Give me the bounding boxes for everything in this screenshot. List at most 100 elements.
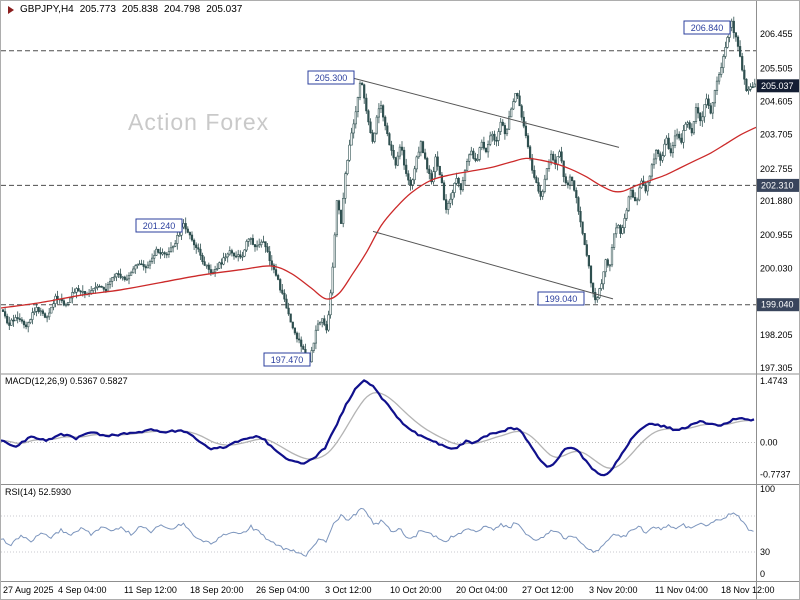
- candle-body: [696, 107, 700, 114]
- candle-body: [182, 223, 185, 228]
- candle-body: [396, 155, 399, 166]
- time-axis-label: 18 Sep 20:00: [190, 585, 244, 595]
- candle-body: [703, 104, 706, 118]
- price-annotation[interactable]: 206.840: [683, 20, 731, 35]
- symbol-marker-icon: [8, 5, 14, 14]
- candle-body: [20, 319, 24, 322]
- candle-body: [96, 285, 99, 288]
- time-axis-label: 4 Sep 04:00: [58, 585, 107, 595]
- candle-body: [12, 319, 15, 322]
- candle-body: [297, 338, 301, 341]
- candle-body: [52, 303, 55, 308]
- close-price-label: 205.037: [206, 4, 243, 15]
- candle-body: [186, 228, 189, 233]
- candle-body: [165, 253, 168, 256]
- price-axis-box-label: 199.040: [761, 300, 794, 310]
- candle-body: [638, 187, 641, 201]
- candle-body: [468, 154, 471, 162]
- candle-body: [285, 298, 288, 309]
- candle-body: [207, 264, 210, 270]
- candle-body: [262, 241, 265, 243]
- macd-main-line: [1, 379, 755, 477]
- candle-body: [463, 170, 467, 181]
- candle-body: [715, 80, 719, 91]
- candle-body: [226, 253, 229, 258]
- candle-body: [738, 46, 742, 57]
- price-axis-box-label: 205.037: [761, 81, 794, 91]
- candle-body: [451, 192, 454, 200]
- candle-body: [148, 261, 152, 266]
- price-annotation[interactable]: 205.300: [307, 70, 355, 85]
- candle-body: [94, 287, 97, 289]
- candle-body: [709, 105, 712, 114]
- price-annotation[interactable]: 201.240: [135, 218, 183, 233]
- candle-body: [281, 289, 284, 294]
- candle-body: [749, 86, 752, 90]
- candle-body: [392, 150, 395, 158]
- rsi-line: [1, 507, 754, 557]
- candle-body: [379, 105, 383, 110]
- candle-body: [413, 168, 416, 181]
- candle-body: [730, 20, 733, 28]
- candle-body: [604, 259, 607, 273]
- candle-body: [562, 160, 565, 177]
- candle-body: [459, 183, 462, 191]
- candle-body: [190, 234, 194, 241]
- rsi-tick-label: 100: [760, 484, 775, 494]
- candle-body: [426, 158, 429, 170]
- candle-body: [216, 268, 219, 270]
- candle-body: [717, 74, 721, 82]
- candle-body: [195, 244, 198, 248]
- candle-body: [531, 157, 534, 171]
- candle-body: [432, 171, 435, 183]
- candle-body: [251, 238, 255, 245]
- candle-body: [610, 247, 614, 266]
- candle-body: [575, 190, 578, 198]
- candle-body: [367, 110, 370, 123]
- watermark-text: Action Forex: [128, 109, 270, 135]
- candle-body: [659, 153, 662, 161]
- price-tick-label: 204.605: [760, 97, 793, 107]
- candle-body: [228, 250, 231, 255]
- time-axis-label: 11 Nov 04:00: [655, 585, 708, 595]
- candle-body: [314, 329, 318, 344]
- candle-body: [600, 283, 603, 289]
- candle-body: [37, 307, 40, 313]
- candle-body: [220, 262, 223, 265]
- candle-body: [585, 244, 588, 256]
- candle-body: [274, 269, 278, 276]
- candle-body: [266, 246, 269, 252]
- candle-body: [720, 67, 723, 75]
- candle-body: [256, 245, 259, 248]
- candle-body: [684, 123, 687, 131]
- price-annotation[interactable]: 197.470: [263, 352, 311, 367]
- candle-body: [373, 132, 376, 142]
- price-tick-label: 203.705: [760, 129, 793, 139]
- candle-body: [178, 235, 181, 237]
- candle-body: [33, 311, 36, 313]
- candle-body: [203, 261, 206, 266]
- candle-body: [631, 189, 635, 198]
- candle-body: [163, 252, 166, 255]
- candle-body: [682, 130, 685, 143]
- candle-body: [533, 170, 536, 178]
- candle-body: [629, 189, 632, 198]
- price-axis-box: 202.310: [757, 178, 799, 192]
- price-axis-box: 205.037: [757, 79, 799, 93]
- candle-body: [539, 190, 542, 197]
- trendline[interactable]: [372, 230, 614, 300]
- time-axis-label: 10 Oct 20:00: [390, 585, 442, 595]
- candle-body: [167, 251, 171, 255]
- candle-body: [119, 273, 122, 278]
- trendline[interactable]: [352, 77, 620, 148]
- candle-body: [400, 146, 404, 151]
- candle-body: [547, 161, 551, 169]
- candle-body: [293, 327, 297, 334]
- candle-body: [419, 141, 423, 153]
- candle-body: [644, 185, 647, 192]
- candle-body: [484, 148, 488, 153]
- price-annotation[interactable]: 199.040: [537, 291, 585, 306]
- time-axis-label: 27 Oct 12:00: [522, 585, 574, 595]
